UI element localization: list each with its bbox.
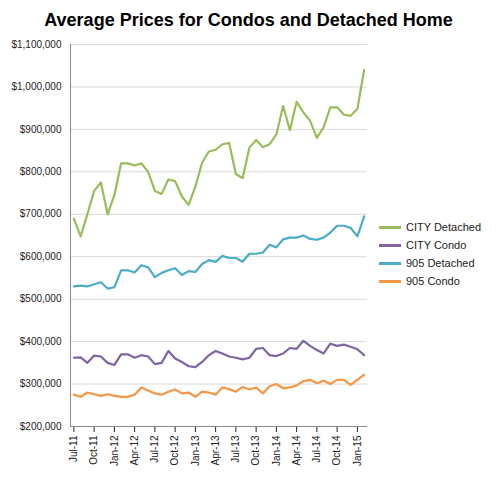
html-text:905 Condo: 905 Condo (406, 275, 460, 287)
svg-text:$600,000: $600,000 (20, 251, 62, 262)
html-text:Average Prices for Condos and: Average Prices for Condos and Detached H… (44, 10, 453, 30)
svg-text:$200,000: $200,000 (20, 421, 62, 432)
svg-text:$700,000: $700,000 (20, 208, 62, 219)
svg-text:$800,000: $800,000 (20, 166, 62, 177)
svg-text:Jan-15: Jan-15 (352, 435, 363, 466)
svg-text:$1,000,000: $1,000,000 (11, 81, 61, 92)
svg-text:Jul-13: Jul-13 (230, 435, 241, 463)
html-text:CITY Detached: CITY Detached (406, 221, 481, 233)
svg-text:Jul-11: Jul-11 (68, 435, 79, 462)
svg-text:$300,000: $300,000 (20, 378, 62, 389)
svg-text:Oct-12: Oct-12 (169, 435, 180, 465)
svg-text:$900,000: $900,000 (20, 124, 62, 135)
svg-text:Jan-14: Jan-14 (271, 435, 282, 466)
svg-text:Jan-12: Jan-12 (109, 435, 120, 466)
html-text:905 Detached: 905 Detached (406, 257, 475, 269)
svg-text:Jul-12: Jul-12 (149, 435, 160, 463)
svg-text:Oct-11: Oct-11 (88, 435, 99, 465)
svg-text:$1,100,000: $1,100,000 (11, 39, 61, 50)
svg-text:Jul-14: Jul-14 (311, 435, 322, 463)
svg-text:Apr-12: Apr-12 (129, 435, 140, 465)
svg-text:Oct-14: Oct-14 (331, 435, 342, 465)
svg-text:Jan-13: Jan-13 (190, 435, 201, 466)
html-text:CITY Condo: CITY Condo (406, 239, 467, 251)
svg-text:$400,000: $400,000 (20, 336, 62, 347)
svg-text:$500,000: $500,000 (20, 293, 62, 304)
svg-text:Apr-14: Apr-14 (291, 435, 302, 465)
svg-text:Apr-13: Apr-13 (210, 435, 221, 465)
svg-text:Oct-13: Oct-13 (250, 435, 261, 465)
